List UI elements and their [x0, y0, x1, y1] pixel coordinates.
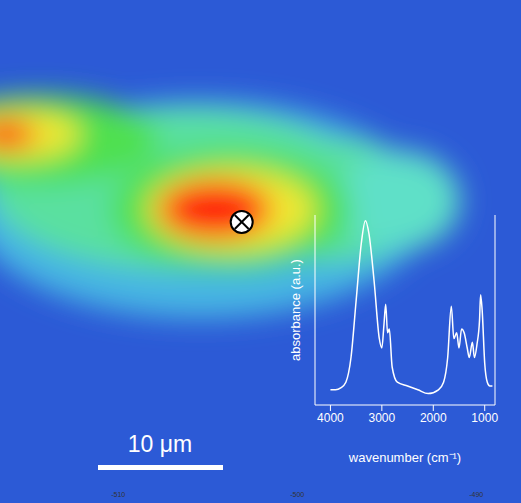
- svg-text:1000: 1000: [471, 411, 498, 425]
- svg-text:3000: 3000: [369, 411, 396, 425]
- svg-text:2000: 2000: [420, 411, 447, 425]
- svg-text:4000: 4000: [317, 411, 344, 425]
- svg-text:-500: -500: [290, 491, 304, 498]
- svg-text:wavenumber (cm⁻¹): wavenumber (cm⁻¹): [348, 450, 461, 465]
- svg-text:-510: -510: [111, 491, 125, 498]
- svg-text:10 μm: 10 μm: [128, 431, 192, 457]
- svg-text:absorbance (a.u.): absorbance (a.u.): [288, 259, 303, 361]
- svg-text:-490: -490: [469, 491, 483, 498]
